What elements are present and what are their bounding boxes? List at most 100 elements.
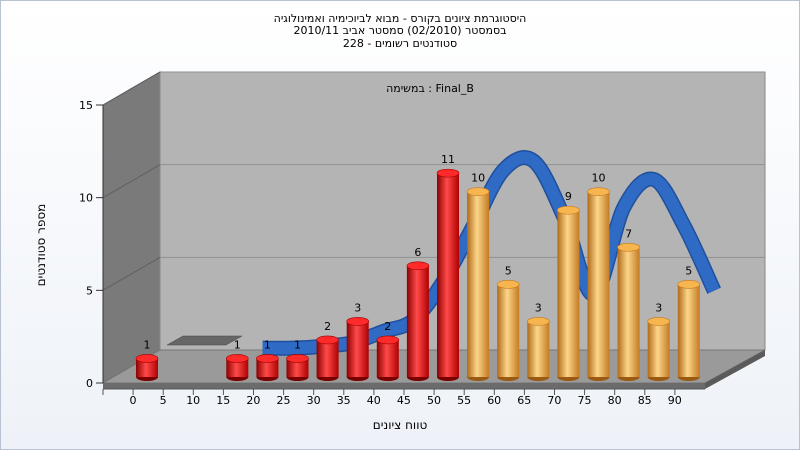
chart-title-line-2: בסמסטר (02/2010) סמסטר אביב 2010/11 [293,24,507,37]
x-axis-label: טווח ציונים [372,418,428,432]
bar-top [316,335,339,345]
bar: 7 [617,227,640,381]
bar-value-label: 10 [592,172,606,185]
bar-top [376,335,400,345]
trend-ribbon-face [262,151,720,355]
bar-value-label: 1 [144,338,151,351]
bar-top [286,354,309,363]
bar-value-label: 5 [505,264,512,277]
bar: 10 [587,172,610,381]
bar: 10 [466,172,490,381]
x-ticks: 0 5 10 15 20 25 30 35 40 45 50 55 60 65 70 75 80 85 90 [102,388,705,407]
bar-body [136,358,158,377]
bar: 3 [647,301,671,381]
bar-value-label: 6 [414,246,421,259]
y-tick-label: 5 [86,284,93,297]
x-tick-label: 40 [367,394,381,407]
bar-top [226,354,249,363]
bar-body [346,321,369,377]
gridlines [102,71,765,291]
x-tick-label: 50 [427,394,441,407]
bar-body [256,358,279,377]
bar: 1 [135,338,159,381]
x-tick-label: 30 [307,394,321,407]
floor-front [103,383,705,389]
bar-top [406,261,430,271]
x-tick-label: 5 [160,394,167,407]
gridline [102,256,161,291]
y-ticks: 0 5 10 15 [79,99,103,390]
bar-body [316,339,339,377]
bar-value-label: 3 [354,301,361,314]
x-tick-label: 85 [638,394,652,407]
bar-top [496,280,520,289]
bar-top [135,354,159,363]
y-axis-label: מספר סטודנטים [34,203,48,287]
x-tick-label: 80 [608,394,622,407]
bar-body [557,210,580,377]
bar: 3 [526,301,550,381]
bar-body [286,358,309,377]
bar-top [647,317,671,326]
bar-value-label: 11 [441,153,455,166]
bar-body [467,191,490,377]
y-tick-label: 15 [79,99,93,112]
floor-edge [705,350,765,389]
bar: 2 [376,320,400,381]
bar-body [617,247,640,377]
x-tick-label: 35 [337,394,351,407]
x-tick-label: 90 [668,394,682,407]
bar-body [226,358,249,377]
bar: 5 [677,264,701,381]
bar-top [436,168,460,178]
bar-top [617,242,640,252]
bar-value-label: 2 [384,320,391,333]
bar-body [527,321,550,377]
bar-top [346,317,370,326]
bar-value-label: 1 [234,338,241,351]
bar: 2 [316,320,339,381]
bar-value-label: 5 [685,264,692,277]
bar: 1 [286,338,309,381]
x-tick-label: 70 [547,394,561,407]
bar-body [677,284,700,377]
chart-title-line-3: סטודנטים רשומים - 228 [342,37,458,50]
bar-value-label: 1 [294,338,301,351]
bar-body [647,321,670,377]
x-tick-label: 75 [578,394,592,407]
y-tick-label: 10 [79,192,93,205]
bar-body [376,339,399,377]
x-tick-label: 55 [457,394,471,407]
bar-body [587,191,610,377]
x-tick-label: 45 [397,394,411,407]
bar: 6 [406,246,430,381]
bar-top [256,354,279,363]
task-annotation: במשימה : Final_B [386,82,474,95]
bar-value-label: 7 [625,227,632,240]
x-tick-label: 60 [487,394,501,407]
x-tick-label: 20 [246,394,260,407]
x-tick-label: 15 [216,394,230,407]
bar: 1 [256,338,279,381]
bar-top [557,205,580,215]
x-tick-label: 65 [517,394,531,407]
bar-body [497,284,520,377]
x-tick-label: 25 [277,394,291,407]
trend-ribbon [262,150,721,356]
chart-walls [101,71,766,389]
bar-top [677,280,701,289]
bar: 5 [496,264,520,381]
chart-title-line-1: היסטוגרמת ציונים בקורס - מבוא לביוכימיה … [273,12,527,25]
bar-top [466,187,490,196]
bar-value-label: 3 [535,301,542,314]
gridline [102,164,161,199]
x-tick-label: 10 [186,394,200,407]
zero-series-plate [166,335,243,346]
bar-top [587,187,610,196]
bar: 11 [436,153,460,381]
gridline [102,71,161,106]
x-tick-label: 0 [130,394,137,407]
bar-body [437,173,459,377]
